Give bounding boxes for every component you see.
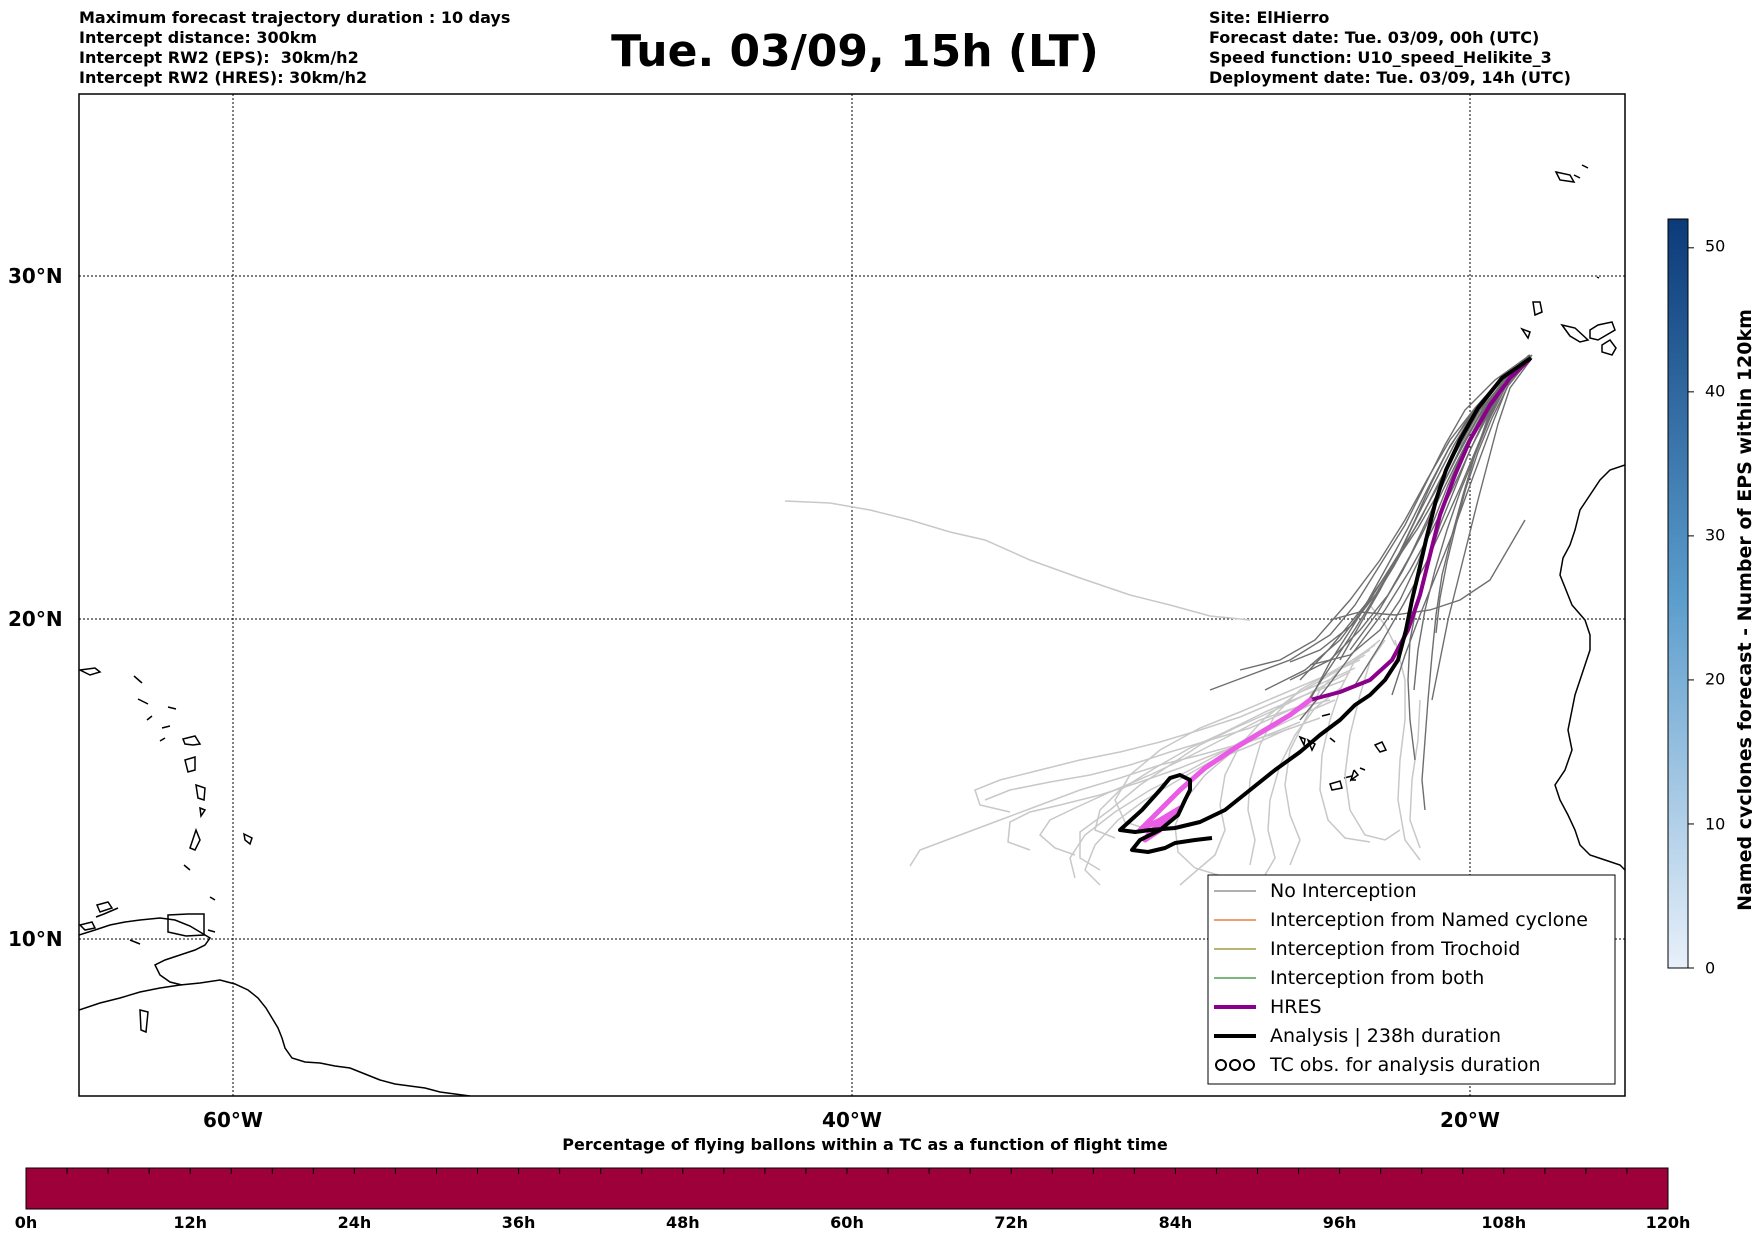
colorbar-tick-0: 0	[1705, 958, 1716, 978]
madeira-islands	[1554, 164, 1600, 279]
colorbar-tick-40: 40	[1705, 381, 1726, 401]
trajectory-light-7	[1114, 659, 1361, 831]
legend-label-3: Interception from Trochoid	[1270, 938, 1520, 960]
map-legend: No Interception Interception from Named c…	[1207, 874, 1616, 1085]
percentage-bar-tick-label: 84h	[1158, 1213, 1193, 1232]
page-title: Tue. 03/09, 15h (LT)	[611, 26, 1099, 77]
eps-dark-18	[1349, 354, 1530, 651]
tc-symbol-icon	[1229, 1059, 1241, 1071]
colorbar-tick-20: 20	[1705, 669, 1726, 689]
eps-dark-16	[1435, 356, 1532, 634]
site-text: Site: ElHierro	[1209, 8, 1330, 27]
trajectory-light-5	[1079, 671, 1351, 871]
intercept-distance-text: Intercept distance: 300km	[79, 28, 318, 47]
percentage-bar-tick-label: 0h	[14, 1213, 38, 1232]
trajectory-light-18	[1394, 639, 1421, 861]
lon-label-40w: 40°W	[822, 1108, 882, 1132]
eps-dark-3	[1299, 357, 1531, 721]
eps-dark-7	[1431, 357, 1533, 701]
speed-function-text: Speed function: U10_speed_Helikite_3	[1209, 48, 1552, 67]
lon-label-20w: 20°W	[1440, 1108, 1500, 1132]
lon-label-60w: 60°W	[203, 1108, 263, 1132]
eps-trajectories-light	[784, 500, 1421, 886]
legend-label-6: Analysis | 238h duration	[1270, 1025, 1501, 1047]
colorbar-tick-50: 50	[1705, 236, 1726, 256]
colorbar-tick-30: 30	[1705, 525, 1726, 545]
trajectory-light-12	[1344, 639, 1401, 841]
legend-label-5: HRES	[1270, 996, 1322, 1018]
header-right-info: Site: ElHierro Forecast date: Tue. 03/09…	[1209, 8, 1571, 88]
lat-label-10n: 10°N	[8, 927, 63, 951]
trajectory-light-19	[1409, 699, 1421, 849]
colorbar-tick-10: 10	[1705, 814, 1726, 834]
analysis-trajectory	[1118, 356, 1533, 854]
lat-label-30n: 30°N	[8, 264, 63, 288]
trajectory-light-11	[1319, 639, 1381, 843]
legend-box	[1207, 874, 1616, 1085]
eps-dark-13	[1289, 354, 1533, 681]
percentage-bar-tick-label: 108h	[1481, 1213, 1527, 1232]
eps-dark-10	[1209, 354, 1531, 691]
percentage-bar-tick-label: 36h	[501, 1213, 536, 1232]
percentage-bar-tick-label: 120h	[1645, 1213, 1691, 1232]
percentage-bar-tick-label: 72h	[994, 1213, 1029, 1232]
named-cyclones-colorbar	[1667, 218, 1689, 969]
tc-symbol-icon	[1243, 1059, 1255, 1071]
cape-verde-islands	[1298, 713, 1388, 791]
lat-label-20n: 20°N	[8, 607, 63, 631]
eps-dark-5	[1354, 355, 1532, 686]
colorbar-label: Named cyclones forecast - Number of EPS …	[1734, 309, 1752, 911]
canary-islands	[1520, 301, 1617, 356]
trajectory-light-6	[974, 667, 1356, 813]
trajectory-light-8	[1179, 654, 1366, 886]
trinidad-island	[167, 913, 205, 937]
trajectory-light-15	[1174, 699, 1336, 876]
tc-symbol-icon	[1215, 1059, 1227, 1071]
eps-dark-12	[1421, 356, 1531, 811]
intercept-eps-text: Intercept RW2 (EPS): 30km/h2	[79, 48, 359, 67]
percentage-bar-tick-label: 24h	[337, 1213, 372, 1232]
coastlines	[79, 164, 1625, 1096]
percentage-bar-tick-label: 60h	[830, 1213, 864, 1232]
percentage-bar	[25, 1167, 1669, 1210]
percentage-bar-fill	[25, 1167, 1669, 1210]
percentage-bar-tick-label: 96h	[1322, 1213, 1357, 1232]
africa-coast	[1554, 464, 1625, 871]
venezuela-coast	[79, 917, 212, 986]
eps-dark-20	[1329, 519, 1526, 621]
max-duration-text: Maximum forecast trajectory duration : 1…	[79, 8, 511, 27]
legend-label-7: TC obs. for analysis duration	[1269, 1054, 1541, 1076]
header-left-info: Maximum forecast trajectory duration : 1…	[79, 8, 510, 88]
colorbar-gradient	[1667, 218, 1689, 969]
percentage-bar-tick-label: 12h	[173, 1213, 208, 1232]
percentage-bar-title: Percentage of flying ballons within a TC…	[562, 1135, 1168, 1154]
trajectory-long-west	[784, 500, 1251, 621]
forecast-date-text: Forecast date: Tue. 03/09, 00h (UTC)	[1209, 28, 1540, 47]
trajectory-light-17	[1264, 686, 1343, 876]
legend-label-2: Interception from Named cyclone	[1270, 909, 1588, 931]
intercept-hres-text: Intercept RW2 (HRES): 30km/h2	[79, 68, 368, 87]
eps-dark-19	[1413, 355, 1531, 691]
antilles-islands	[79, 667, 253, 1034]
deployment-date-text: Deployment date: Tue. 03/09, 14h (UTC)	[1209, 68, 1571, 87]
legend-label-4: Interception from both	[1270, 967, 1484, 989]
legend-label-1: No Interception	[1270, 880, 1417, 902]
trajectory-light-14	[1084, 727, 1291, 886]
south-america-coast	[79, 979, 471, 1096]
percentage-bar-tick-label: 48h	[665, 1213, 700, 1232]
hres-purple-segment	[1308, 358, 1531, 702]
